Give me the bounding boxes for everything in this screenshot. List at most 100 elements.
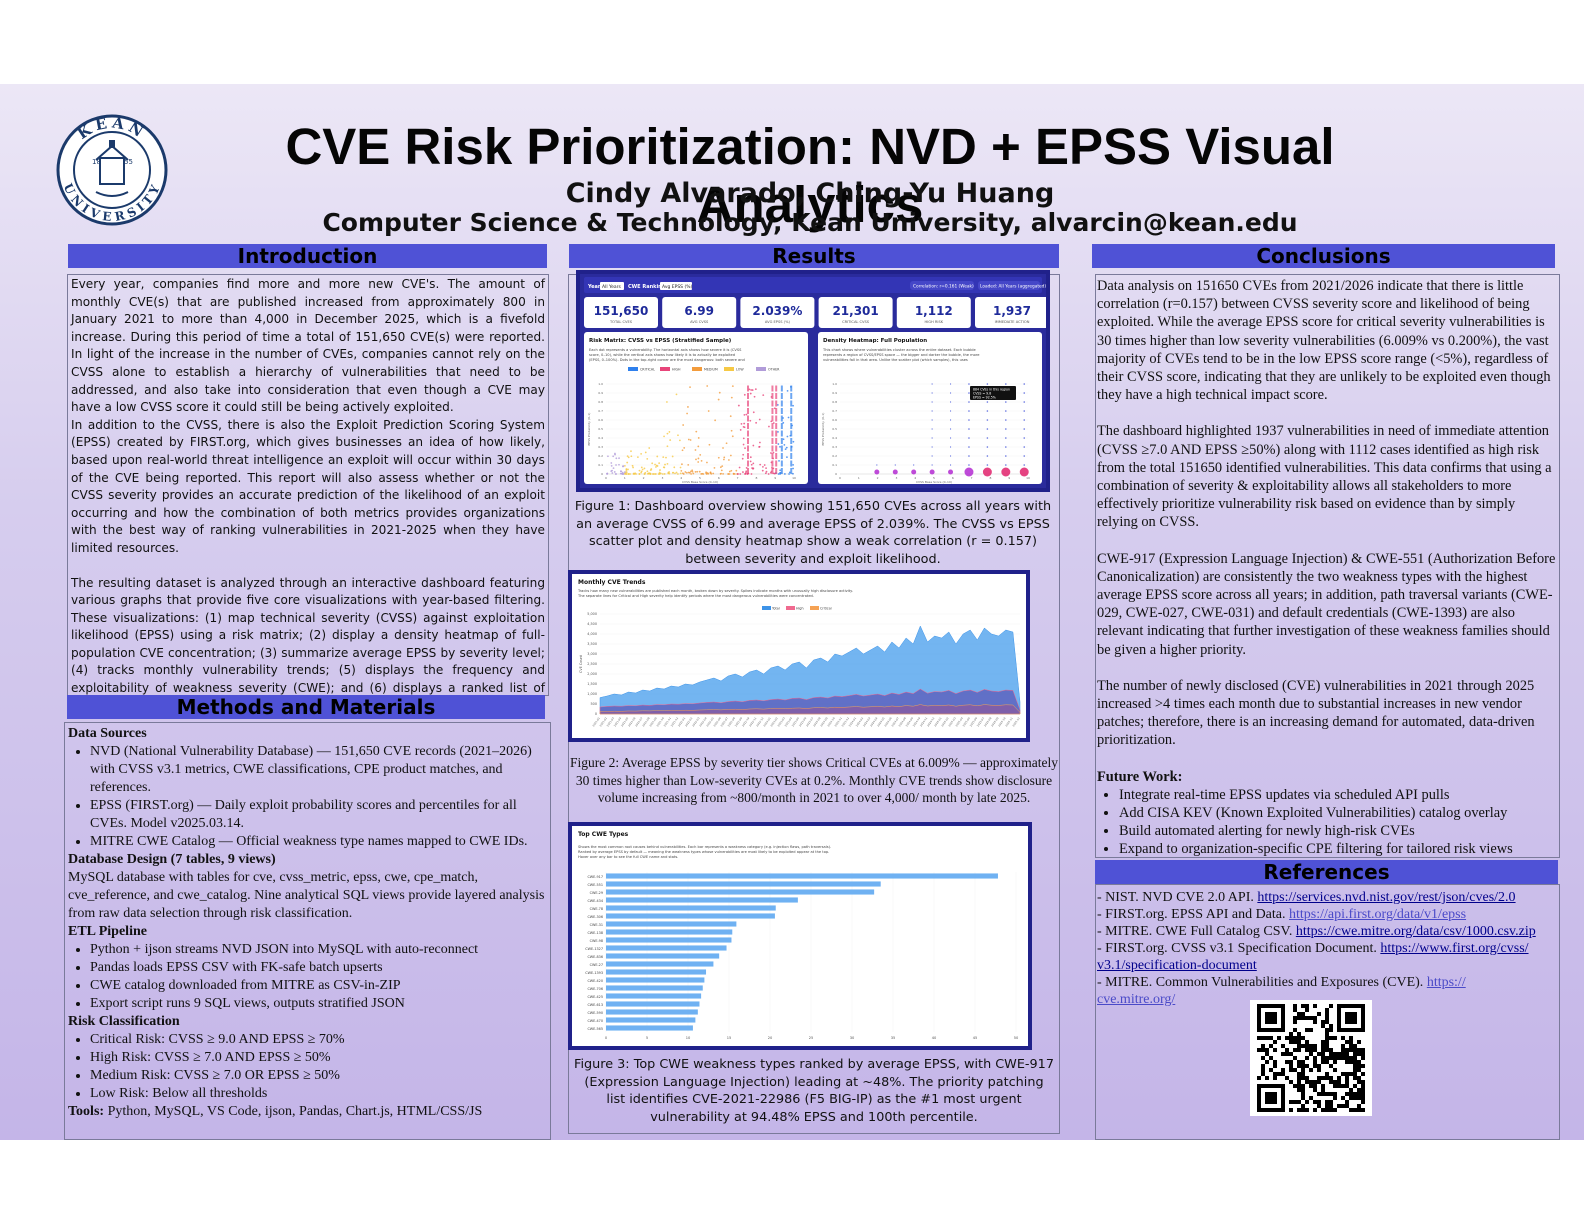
legend-swatch	[692, 367, 702, 371]
qr-module	[1301, 1108, 1305, 1112]
reference-link[interactable]: https://www.first.org/cvss/	[1380, 941, 1529, 956]
qr-module	[1273, 1072, 1277, 1076]
qr-module	[1353, 1108, 1357, 1112]
qr-module	[1357, 1076, 1361, 1080]
bar	[606, 897, 798, 903]
reference-link[interactable]: https://cwe.mitre.org/data/csv/1000.csv.…	[1295, 924, 1536, 939]
x-tick-label: 2025-04	[954, 716, 964, 727]
x-tick-label: 2025-10	[997, 716, 1007, 727]
etl-list: Python + ijson streams NVD JSON into MyS…	[90, 941, 547, 1013]
x-tick-label: 20	[768, 1036, 773, 1040]
qr-module	[1333, 1036, 1337, 1040]
qr-module	[1277, 1036, 1281, 1040]
qr-module	[1321, 1088, 1325, 1092]
qr-module	[1341, 1096, 1345, 1100]
panel-title: Risk Matrix: CVSS vs EPSS (Stratified Sa…	[589, 338, 732, 344]
qr-module	[1261, 1068, 1265, 1072]
legend-swatch	[786, 606, 795, 610]
scatter-point	[654, 473, 657, 475]
scatter-column	[771, 423, 774, 429]
scatter-point	[777, 473, 780, 475]
reference-5: - MITRE. Common Vulnerabilities and Expo…	[1097, 974, 1558, 1008]
scatter-point	[622, 473, 625, 475]
qr-module	[1297, 1072, 1301, 1076]
reference-link[interactable]: https://services.nvd.nist.gov/rest/json/…	[1257, 890, 1516, 905]
scatter-point	[656, 455, 659, 458]
bar	[606, 921, 737, 927]
scatter-point	[758, 445, 761, 448]
qr-module	[1313, 1020, 1317, 1024]
scatter-point	[725, 442, 728, 445]
scatter-point	[618, 463, 620, 466]
scatter-column	[747, 415, 749, 422]
density-bubble	[874, 469, 880, 475]
list-item: NVD (National Vulnerability Database) — …	[90, 743, 547, 797]
scatter-point	[752, 467, 754, 470]
scatter-point	[674, 472, 676, 475]
qr-module	[1301, 1088, 1305, 1092]
scatter-point	[690, 473, 692, 475]
qr-module	[1333, 1056, 1337, 1060]
qr-module	[1329, 1036, 1333, 1040]
qr-module	[1341, 1072, 1345, 1076]
bar	[606, 985, 703, 991]
scatter-point	[767, 473, 770, 475]
qr-module	[1325, 1104, 1329, 1108]
reference-link[interactable]: cve.mitre.org/	[1097, 992, 1176, 1007]
reference-link[interactable]: v3.1/specification-document	[1097, 958, 1257, 973]
qr-module	[1305, 1028, 1309, 1032]
scatter-point	[613, 471, 616, 473]
density-bubble	[931, 464, 933, 466]
density-bubble	[949, 383, 952, 385]
scatter-point	[655, 464, 658, 467]
scatter-point	[619, 472, 622, 475]
qr-module	[1297, 1108, 1301, 1112]
legend-swatch	[756, 367, 766, 371]
density-bubble	[1023, 419, 1026, 421]
scatter-point	[765, 467, 767, 469]
conclusion-paragraph-3: CWE-917 (Expression Language Injection) …	[1097, 550, 1556, 658]
scatter-column	[780, 460, 783, 467]
scatter-point	[663, 435, 665, 438]
density-bubble	[1005, 446, 1007, 448]
qr-module	[1325, 1012, 1329, 1016]
x-tick-label: 3	[661, 476, 663, 480]
qr-module	[1349, 1056, 1353, 1060]
scatter-point	[751, 389, 754, 391]
qr-module	[1265, 1048, 1269, 1052]
reference-link[interactable]: https://api.first.org/data/v1/epss	[1289, 907, 1467, 922]
scatter-point	[786, 389, 789, 392]
scatter-point	[698, 470, 701, 473]
qr-module	[1361, 1064, 1365, 1068]
reference-link[interactable]: https://	[1426, 975, 1466, 990]
qr-module	[1357, 1092, 1361, 1096]
scatter-point	[764, 472, 767, 475]
qr-code[interactable]	[1250, 1000, 1372, 1116]
list-item: Integrate real-time EPSS updates via sch…	[1119, 786, 1558, 804]
qr-module	[1357, 1088, 1361, 1092]
qr-module	[1337, 1052, 1341, 1056]
density-bubble	[949, 392, 952, 394]
y-tick-label: 2,000	[587, 672, 597, 676]
scatter-point	[695, 458, 697, 461]
scatter-point	[730, 429, 733, 432]
legend-label: Total	[771, 607, 780, 611]
qr-module	[1313, 1064, 1317, 1068]
qr-module	[1305, 1048, 1309, 1052]
scatter-point	[730, 469, 733, 472]
y-tick-label: CWE-551	[587, 883, 603, 887]
reference-text: - MITRE. Common Vulnerabilities and Expo…	[1097, 975, 1427, 990]
x-tick-label: 2021-07	[634, 716, 644, 727]
x-tick-label: 2022-08	[727, 716, 737, 727]
x-tick-label: 2022-10	[741, 716, 751, 727]
scatter-column	[780, 468, 783, 474]
scatter-point	[640, 466, 643, 469]
reference-text: - FIRST.org. EPSS API and Data.	[1097, 907, 1289, 922]
qr-module	[1337, 1076, 1341, 1080]
x-tick-label: 3	[895, 476, 897, 480]
scatter-point	[741, 457, 744, 460]
qr-module	[1285, 1036, 1289, 1040]
scatter-column	[747, 393, 749, 399]
scatter-point	[648, 447, 651, 449]
scatter-point	[745, 413, 748, 416]
